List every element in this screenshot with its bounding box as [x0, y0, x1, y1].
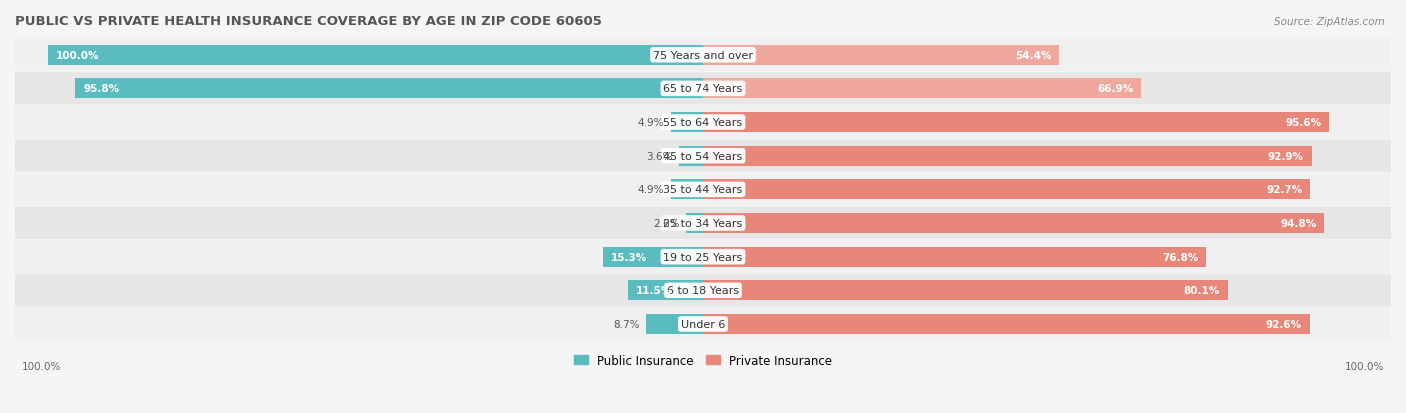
Text: 4.9%: 4.9% [638, 118, 665, 128]
Text: 95.8%: 95.8% [83, 84, 120, 94]
FancyBboxPatch shape [15, 241, 1391, 273]
Text: 19 to 25 Years: 19 to 25 Years [664, 252, 742, 262]
Text: 25 to 34 Years: 25 to 34 Years [664, 218, 742, 228]
Bar [645, 314, 703, 334]
Bar [76, 79, 703, 99]
FancyBboxPatch shape [15, 275, 1391, 307]
Bar [703, 113, 1330, 133]
Text: 100.0%: 100.0% [1346, 361, 1385, 371]
Bar [603, 247, 703, 267]
Text: 76.8%: 76.8% [1161, 252, 1198, 262]
Text: PUBLIC VS PRIVATE HEALTH INSURANCE COVERAGE BY AGE IN ZIP CODE 60605: PUBLIC VS PRIVATE HEALTH INSURANCE COVER… [15, 15, 602, 28]
Text: Source: ZipAtlas.com: Source: ZipAtlas.com [1274, 17, 1385, 26]
Text: Under 6: Under 6 [681, 319, 725, 329]
Bar [671, 113, 703, 133]
FancyBboxPatch shape [15, 207, 1391, 240]
FancyBboxPatch shape [15, 73, 1391, 105]
Bar [703, 280, 1227, 301]
Text: 66.9%: 66.9% [1097, 84, 1133, 94]
Text: 92.7%: 92.7% [1267, 185, 1302, 195]
Legend: Public Insurance, Private Insurance: Public Insurance, Private Insurance [569, 349, 837, 371]
Text: 100.0%: 100.0% [21, 361, 60, 371]
FancyBboxPatch shape [15, 40, 1391, 72]
Text: 54.4%: 54.4% [1015, 51, 1052, 61]
Text: 100.0%: 100.0% [56, 51, 100, 61]
Text: 95.6%: 95.6% [1285, 118, 1322, 128]
Text: 11.5%: 11.5% [636, 286, 672, 296]
Bar [703, 45, 1060, 66]
Text: 4.9%: 4.9% [638, 185, 665, 195]
FancyBboxPatch shape [15, 174, 1391, 206]
Text: 6 to 18 Years: 6 to 18 Years [666, 286, 740, 296]
Bar [48, 45, 703, 66]
Text: 8.7%: 8.7% [613, 319, 640, 329]
Text: 2.6%: 2.6% [652, 218, 679, 228]
Bar [703, 146, 1312, 166]
Text: 45 to 54 Years: 45 to 54 Years [664, 151, 742, 161]
Bar [703, 79, 1142, 99]
Bar [703, 314, 1310, 334]
Text: 92.6%: 92.6% [1265, 319, 1302, 329]
FancyBboxPatch shape [15, 140, 1391, 173]
Text: 55 to 64 Years: 55 to 64 Years [664, 118, 742, 128]
Text: 3.6%: 3.6% [647, 151, 673, 161]
Bar [703, 247, 1206, 267]
Text: 75 Years and over: 75 Years and over [652, 51, 754, 61]
Bar [679, 146, 703, 166]
Text: 35 to 44 Years: 35 to 44 Years [664, 185, 742, 195]
Bar [671, 180, 703, 200]
Bar [627, 280, 703, 301]
Text: 65 to 74 Years: 65 to 74 Years [664, 84, 742, 94]
Text: 80.1%: 80.1% [1184, 286, 1220, 296]
FancyBboxPatch shape [15, 308, 1391, 340]
Text: 94.8%: 94.8% [1279, 218, 1316, 228]
FancyBboxPatch shape [15, 107, 1391, 139]
Bar [703, 214, 1324, 233]
Text: 92.9%: 92.9% [1268, 151, 1303, 161]
Text: 15.3%: 15.3% [610, 252, 647, 262]
Bar [686, 214, 703, 233]
Bar [703, 180, 1310, 200]
